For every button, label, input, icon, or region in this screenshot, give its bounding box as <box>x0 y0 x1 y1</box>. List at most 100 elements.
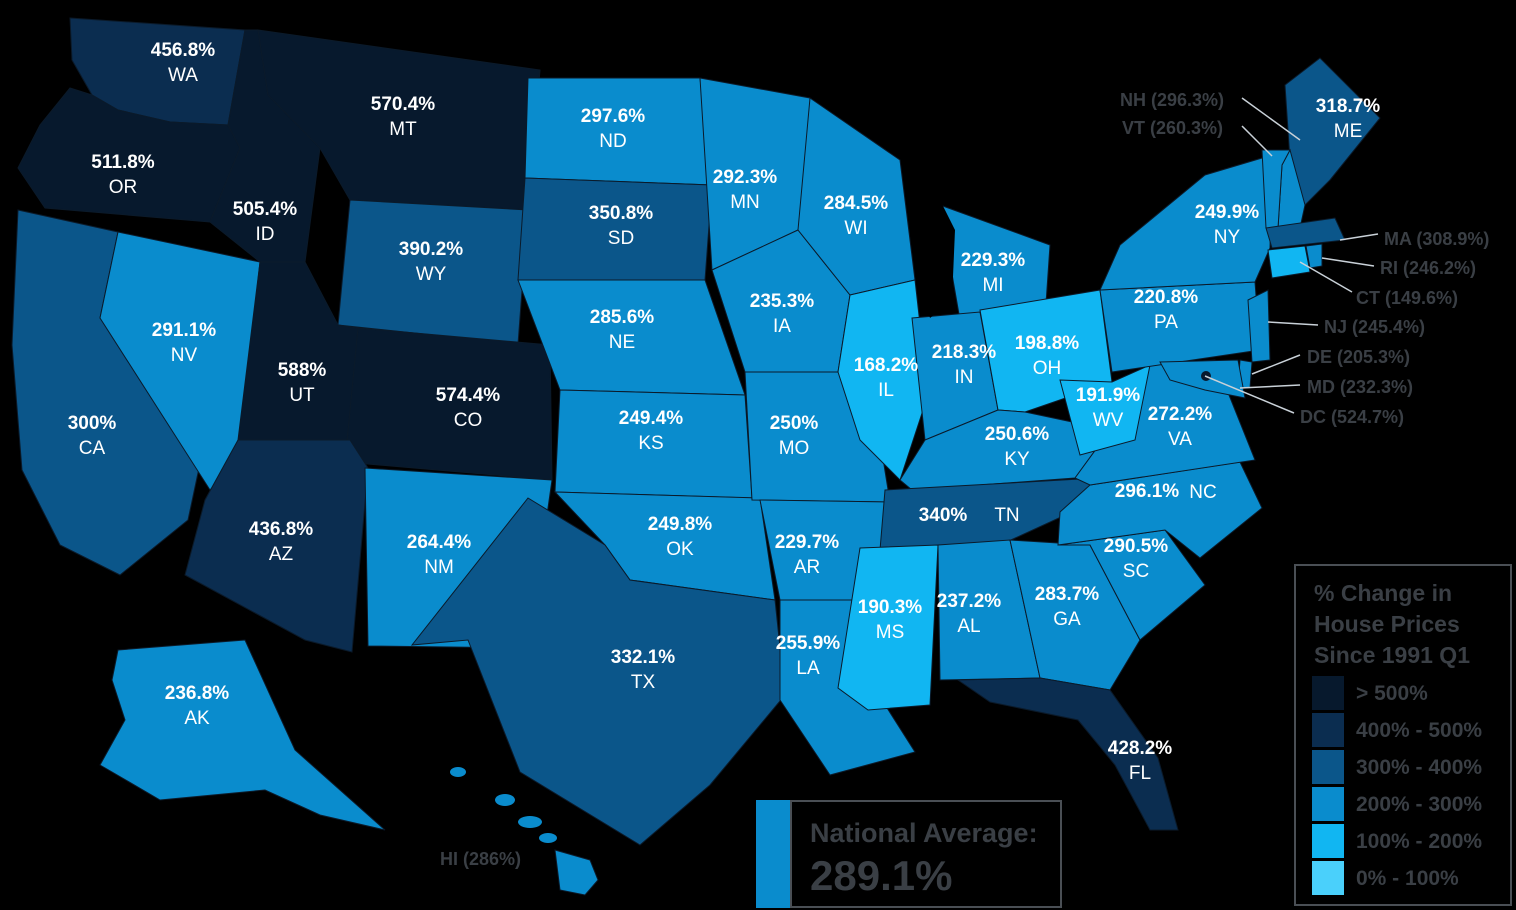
national-average-box: National Average: 289.1% <box>756 800 1062 908</box>
state-label-nc: 296.1% NC <box>1115 481 1217 503</box>
state-value: 249.8% <box>648 514 713 535</box>
state-label-fl: 428.2% FL <box>1108 738 1173 784</box>
state-label-wv: 191.9% WV <box>1076 385 1141 431</box>
callout-ma: MA (308.9%) <box>1384 229 1489 249</box>
state-label-nv: 291.1% NV <box>152 320 217 366</box>
state-value: 218.3% <box>932 342 997 363</box>
state-label-wa: 456.8% WA <box>151 40 216 86</box>
callout-vt: VT (260.3%) <box>1122 118 1223 138</box>
state-abbr: MI <box>982 275 1003 296</box>
state-label-az: 436.8% AZ <box>249 519 314 565</box>
state-vt <box>1261 149 1291 229</box>
callout-dc: DC (524.7%) <box>1300 407 1404 427</box>
state-abbr: WV <box>1093 410 1124 431</box>
legend-label: 100% - 200% <box>1356 830 1483 853</box>
state-value: 296.1% <box>1115 481 1180 502</box>
state-abbr: OH <box>1033 358 1062 379</box>
state-abbr: NV <box>171 345 198 366</box>
state-value: 588% <box>278 360 327 381</box>
state-label-sd: 350.8% SD <box>589 203 654 249</box>
callout-nh: NH (296.3%) <box>1120 90 1224 110</box>
state-abbr: MT <box>389 119 417 140</box>
state-abbr: LA <box>796 658 820 679</box>
state-ct <box>1267 245 1311 279</box>
state-label-ny: 249.9% NY <box>1195 202 1260 248</box>
state-abbr: KS <box>638 433 663 454</box>
state-label-nd: 297.6% ND <box>581 106 646 152</box>
state-label-mo: 250% MO <box>770 413 819 459</box>
states-layer <box>11 17 1381 896</box>
state-abbr: GA <box>1053 609 1081 630</box>
state-value: 570.4% <box>371 94 436 115</box>
state-abbr: OR <box>109 177 138 198</box>
state-abbr: WA <box>168 65 198 86</box>
state-abbr: TN <box>994 505 1019 526</box>
state-value: 436.8% <box>249 519 314 540</box>
state-nc <box>1057 461 1263 559</box>
state-value: 168.2% <box>854 355 919 376</box>
state-fl <box>956 677 1179 831</box>
state-value: 297.6% <box>581 106 646 127</box>
state-abbr: CO <box>454 410 483 431</box>
state-value: 264.4% <box>407 532 472 553</box>
callout-de: DE (205.3%) <box>1307 347 1410 367</box>
state-abbr: ME <box>1334 121 1363 142</box>
legend-swatch <box>1312 824 1344 858</box>
state-abbr: MO <box>779 438 810 459</box>
callout-line-ri <box>1321 257 1375 267</box>
state-value: 236.8% <box>165 683 230 704</box>
state-abbr: SC <box>1123 561 1149 582</box>
state-abbr: UT <box>289 385 315 406</box>
state-label-oh: 198.8% OH <box>1015 333 1080 379</box>
legend-swatch <box>1312 750 1344 784</box>
state-hi <box>554 849 599 896</box>
state-value: 390.2% <box>399 239 464 260</box>
state-value: 318.7% <box>1316 96 1381 117</box>
state-value: 340% <box>919 505 968 526</box>
state-value: 332.1% <box>611 647 676 668</box>
state-label-ca: 300% CA <box>68 413 117 459</box>
state-abbr: ND <box>599 131 626 152</box>
state-abbr: SD <box>608 228 634 249</box>
state-value: 300% <box>68 413 117 434</box>
extras-layer <box>450 200 1211 843</box>
state-value: 220.8% <box>1134 287 1199 308</box>
hawaii-island <box>518 816 542 828</box>
state-abbr: NY <box>1214 227 1241 248</box>
callout-line-dc <box>1204 375 1295 414</box>
state-ak <box>99 639 386 831</box>
state-value: 255.9% <box>776 633 841 654</box>
state-label-ia: 235.3% IA <box>750 291 815 337</box>
state-value: 190.3% <box>858 597 923 618</box>
state-value: 229.7% <box>775 532 840 553</box>
state-ms <box>837 544 939 711</box>
state-value: 284.5% <box>824 193 889 214</box>
state-abbr: WI <box>844 218 867 239</box>
state-wv <box>1059 364 1151 456</box>
state-abbr: NE <box>609 332 635 353</box>
state-label-ky: 250.6% KY <box>985 424 1050 470</box>
national-average-label: National Average: <box>810 818 1038 848</box>
legend-item-200-300: 200% - 300% <box>1312 787 1512 821</box>
state-value: 250% <box>770 413 819 434</box>
state-label-me: 318.7% ME <box>1316 96 1381 142</box>
state-label-wy: 390.2% WY <box>399 239 464 285</box>
state-abbr: IA <box>773 316 791 337</box>
state-label-va: 272.2% VA <box>1148 404 1213 450</box>
state-abbr: MN <box>730 192 760 213</box>
hawaii-island <box>495 794 515 806</box>
state-abbr: IL <box>878 380 894 401</box>
legend-item-300-400: 300% - 400% <box>1312 750 1512 784</box>
legend-swatch <box>1312 787 1344 821</box>
state-abbr: WY <box>416 264 447 285</box>
state-label-tx: 332.1% TX <box>611 647 676 693</box>
state-ny <box>1099 154 1273 291</box>
state-abbr: VA <box>1168 429 1192 450</box>
state-label-pa: 220.8% PA <box>1134 287 1199 333</box>
state-label-mi: 229.3% MI <box>961 250 1026 296</box>
legend-swatch <box>1312 861 1344 895</box>
state-ma <box>1265 217 1346 249</box>
callout-line-nh <box>1241 97 1301 141</box>
legend-item-0-100: 0% - 100% <box>1312 861 1512 895</box>
